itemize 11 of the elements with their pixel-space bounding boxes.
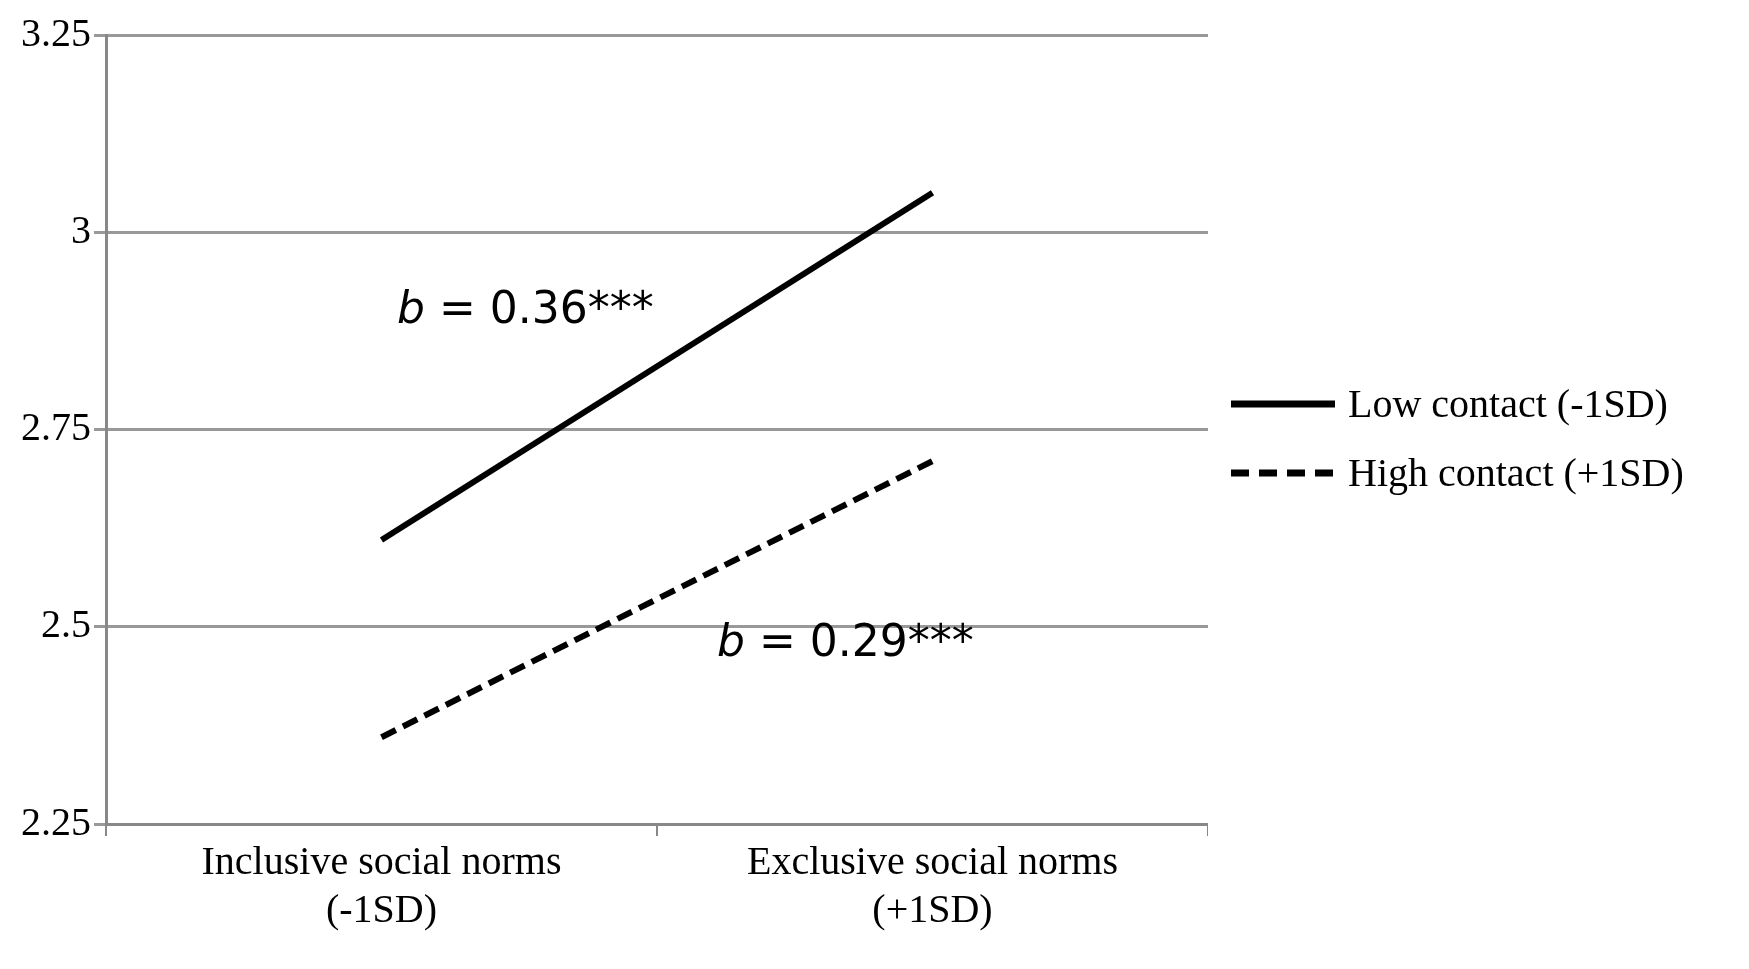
y-tick-label: 2.75 [21, 404, 91, 449]
annotation: b = 0.29*** [717, 614, 974, 666]
y-tick-label: 2.25 [21, 798, 91, 844]
annotation: b = 0.36*** [397, 281, 654, 333]
y-tick-label: 2.5 [41, 601, 91, 647]
x-tick-label: Exclusive social norms (+1SD) [746, 837, 1119, 931]
legend-label: High contact (+1SD) [1348, 449, 1684, 496]
legend-label: Low contact (-1SD) [1348, 380, 1668, 427]
y-tick-label: 3 [71, 206, 91, 252]
y-tick-label: 3.25 [21, 9, 91, 55]
x-tick-label: Inclusive social norms (-1SD) [201, 837, 562, 931]
